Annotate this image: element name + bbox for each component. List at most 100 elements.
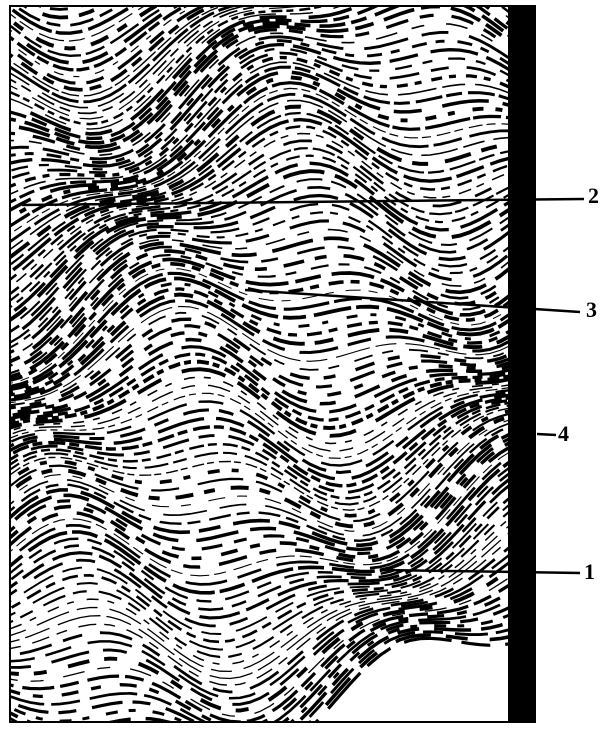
fiber-stroke xyxy=(10,169,535,323)
fiber-stroke xyxy=(10,253,535,375)
fiber-stroke xyxy=(10,92,535,244)
fiber-stroke xyxy=(10,411,535,529)
fiber-stroke xyxy=(10,488,535,651)
fiber-stroke xyxy=(10,385,535,475)
fiber-stroke xyxy=(10,6,219,92)
fiber-stroke xyxy=(10,51,535,180)
fiber-stroke xyxy=(10,104,535,260)
fiber-stroke xyxy=(10,267,535,384)
fiber-stroke xyxy=(10,404,535,511)
fiber-stroke xyxy=(10,584,535,722)
fiber-stroke xyxy=(10,236,535,364)
fiber-stroke xyxy=(10,359,535,431)
fiber-stroke xyxy=(10,6,535,130)
fiber-stroke xyxy=(10,139,535,296)
fiber-stroke xyxy=(0,0,540,1)
fiber-stroke xyxy=(10,418,535,537)
fiber-stroke xyxy=(10,609,535,722)
fiber-stroke xyxy=(10,446,535,586)
fiber-stroke xyxy=(10,6,136,35)
fiber-stroke xyxy=(10,6,535,141)
callout-label: 2 xyxy=(588,183,599,208)
leader-line xyxy=(379,568,581,575)
fiber-stroke xyxy=(10,421,535,543)
fiber-stroke xyxy=(10,81,535,228)
fiber-stroke xyxy=(313,635,535,722)
fiber-stroke xyxy=(10,376,535,452)
fiber-stroke xyxy=(10,6,239,104)
fiber-stroke xyxy=(10,522,535,687)
muscle-fibers xyxy=(0,0,540,722)
fiber-stroke xyxy=(13,6,122,27)
fiber-stroke xyxy=(10,528,535,694)
fiber-stroke xyxy=(10,99,535,251)
fiber-stroke xyxy=(10,6,169,58)
fiber-stroke xyxy=(10,42,535,168)
fiber-stroke xyxy=(10,257,535,379)
fiber-stroke xyxy=(10,111,535,267)
fiber-stroke xyxy=(10,125,535,282)
fiber-stroke xyxy=(10,6,535,120)
fiber-stroke xyxy=(10,437,535,569)
fiber-stroke xyxy=(10,398,535,500)
fiber-stroke xyxy=(10,287,535,397)
fiber-stroke xyxy=(10,185,535,334)
fiber-stroke xyxy=(10,6,535,115)
fiber-stroke xyxy=(10,219,535,355)
fiber-stroke xyxy=(10,567,535,722)
fiber-stroke xyxy=(10,305,535,404)
fiber-stroke xyxy=(10,6,225,97)
fiber-stroke xyxy=(10,65,535,204)
fiber-stroke xyxy=(10,433,535,561)
leader-line xyxy=(244,288,581,314)
fiber-stroke xyxy=(10,228,535,358)
fiber-stroke xyxy=(10,507,535,673)
fiber-stroke xyxy=(10,117,535,275)
fiber-stroke xyxy=(10,379,535,459)
fiber-stroke xyxy=(10,426,535,552)
fiber-stroke xyxy=(10,132,535,288)
fiber-stroke xyxy=(10,551,535,713)
fiber-stroke xyxy=(10,161,535,316)
fiber-stroke xyxy=(10,409,535,523)
callout-label: 3 xyxy=(586,297,597,322)
fiber-stroke xyxy=(10,442,535,577)
fiber-stroke xyxy=(10,6,535,145)
fiber-stroke xyxy=(10,391,535,488)
fiber-stroke xyxy=(10,423,535,548)
fiber-stroke xyxy=(10,245,535,367)
fiber-stroke xyxy=(10,536,535,700)
fiber-stroke xyxy=(10,415,535,532)
fiber-stroke xyxy=(10,388,535,481)
fiber-stroke xyxy=(10,211,535,349)
fiber-stroke xyxy=(10,30,535,161)
fiber-stroke xyxy=(10,193,535,340)
edge-strip xyxy=(508,6,535,722)
fiber-stroke xyxy=(10,6,180,65)
fiber-stroke xyxy=(10,55,535,189)
fiber-stroke xyxy=(10,345,535,421)
fiber-stroke xyxy=(10,87,535,235)
fiber-stroke xyxy=(10,405,535,518)
fiber-stroke xyxy=(10,61,535,196)
fiber-stroke xyxy=(10,324,535,412)
fiber-stroke xyxy=(10,592,535,722)
fiber-stroke xyxy=(10,430,535,556)
fiber-stroke xyxy=(10,317,535,410)
fiber-stroke xyxy=(10,271,535,388)
fiber-stroke xyxy=(10,626,535,722)
fiber-stroke xyxy=(10,22,535,157)
fiber-stroke xyxy=(10,6,535,136)
fiber-stroke xyxy=(10,464,535,620)
fiber-stroke xyxy=(10,450,535,595)
fiber-stroke xyxy=(10,70,535,213)
fiber-stroke xyxy=(10,292,535,400)
fiber-stroke xyxy=(10,382,535,467)
fiber-stroke xyxy=(10,460,535,612)
fiber-stroke xyxy=(10,154,535,309)
fiber-stroke xyxy=(10,367,535,438)
fiber-stroke xyxy=(21,6,108,20)
fiber-stroke xyxy=(10,401,535,506)
